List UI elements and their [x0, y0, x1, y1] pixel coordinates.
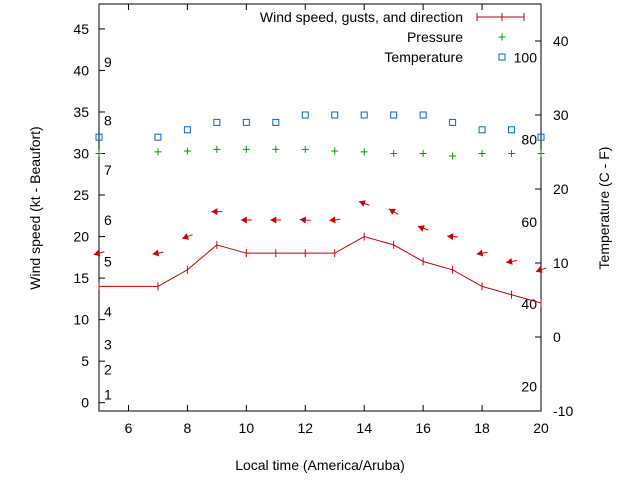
- pressure-point: [301, 145, 309, 153]
- beaufort-label: 1: [104, 386, 112, 402]
- fahrenheit-label: 100: [514, 49, 538, 65]
- pressure-point: [183, 147, 191, 155]
- y-tick-label-right: 20: [553, 181, 569, 197]
- pressure-point: [272, 145, 280, 153]
- x-tick-label: 12: [297, 420, 313, 436]
- wind-direction-arrow: [270, 216, 282, 224]
- wind-direction-arrow: [535, 266, 547, 273]
- y-tick-label-left: 10: [73, 312, 89, 328]
- pressure-point: [213, 145, 221, 153]
- x-tick-label: 16: [415, 420, 431, 436]
- x-tick-label: 8: [184, 420, 192, 436]
- y-tick-label-left: 25: [73, 187, 89, 203]
- legend: Wind speed, gusts, and direction Pressure…: [260, 9, 525, 65]
- temperature-point: [213, 118, 221, 126]
- beaufort-label: 4: [104, 303, 112, 319]
- fahrenheit-label: 40: [521, 296, 537, 312]
- temperature-point: [390, 111, 398, 119]
- wind-direction-arrow: [299, 216, 311, 224]
- fahrenheit-label: 80: [521, 132, 537, 148]
- y-axis-label-left: Wind speed (kt - Beaufort): [27, 126, 43, 289]
- beaufort-label: 8: [104, 112, 112, 128]
- y-axis-label-right: Temperature (C - F): [596, 147, 612, 270]
- pressure-point: [508, 150, 516, 158]
- x-tick-label: 14: [356, 420, 372, 436]
- beaufort-label: 9: [104, 54, 112, 70]
- pressure-point: [478, 150, 486, 158]
- wind-direction-arrow: [358, 200, 370, 207]
- legend-label: Wind speed, gusts, and direction: [260, 9, 463, 25]
- y-tick-label-right: -10: [553, 403, 573, 419]
- wind-direction-arrow: [152, 249, 164, 257]
- beaufort-label: 5: [104, 253, 112, 269]
- pressure-point: [154, 148, 162, 156]
- wind-direction-arrow: [447, 233, 459, 241]
- beaufort-label: 6: [104, 212, 112, 228]
- temperature-point: [183, 126, 191, 134]
- temperature-point: [95, 133, 103, 141]
- wind-direction-arrow: [506, 257, 518, 265]
- wind-direction-arrow: [329, 216, 341, 224]
- pressure-point: [95, 150, 103, 158]
- x-axis-label: Local time (America/Aruba): [235, 457, 405, 473]
- y-tick-label-right: 10: [553, 255, 569, 271]
- fahrenheit-label: 20: [521, 378, 537, 394]
- wind-direction-arrow: [93, 249, 105, 257]
- beaufort-label: 7: [104, 162, 112, 178]
- beaufort-label: 3: [104, 337, 112, 353]
- pressure-point: [242, 145, 250, 153]
- y-tick-label-right: 0: [553, 329, 561, 345]
- wind-direction-arrow: [476, 249, 488, 257]
- x-tick-label: 18: [474, 420, 490, 436]
- wind-direction-arrow: [388, 208, 399, 215]
- pressure-point: [449, 152, 457, 160]
- temperature-point: [449, 118, 457, 126]
- temperature-point: [242, 118, 250, 126]
- y-tick-label-left: 40: [73, 62, 89, 78]
- legend-label: Pressure: [407, 29, 463, 45]
- pressure-point: [419, 150, 427, 158]
- y-tick-label-left: 45: [73, 21, 89, 37]
- x-tick-label: 10: [239, 420, 255, 436]
- temperature-point: [301, 111, 309, 119]
- y-tick-label-left: 20: [73, 229, 89, 245]
- wind-speed-line: [99, 236, 542, 304]
- beaufort-label: 2: [104, 361, 112, 377]
- wind-direction-arrow: [240, 216, 252, 224]
- y-tick-label-right: 30: [553, 107, 569, 123]
- legend-label: Temperature: [384, 49, 463, 65]
- temperature-point: [537, 133, 545, 141]
- fahrenheit-label: 60: [521, 214, 537, 230]
- legend-marker: [498, 33, 506, 41]
- pressure-point: [360, 148, 368, 156]
- wind-direction-arrow: [182, 233, 193, 240]
- chart-series: [93, 111, 547, 308]
- temperature-point: [419, 111, 427, 119]
- y-tick-label-right: 40: [553, 33, 569, 49]
- temperature-point: [272, 118, 280, 126]
- y-tick-label-left: 35: [73, 104, 89, 120]
- pressure-point: [331, 147, 339, 155]
- pressure-point: [537, 150, 545, 158]
- y-tick-label-left: 15: [73, 270, 89, 286]
- y-tick-label-left: 0: [81, 395, 89, 411]
- axis-ticks: 6 8 10 12 14 16 18 20051015202530354045-1001020…: [73, 4, 573, 436]
- temperature-point: [478, 126, 486, 134]
- pressure-point: [390, 150, 398, 158]
- legend-marker: [498, 53, 506, 61]
- y-tick-label-left: 30: [73, 146, 89, 162]
- legend-marker: [476, 13, 525, 21]
- x-tick-label: 20: [533, 420, 549, 436]
- temperature-point: [154, 133, 162, 141]
- wind-direction-arrow: [417, 225, 429, 232]
- wind-direction-arrow: [211, 208, 223, 216]
- temperature-point: [360, 111, 368, 119]
- temperature-point: [331, 111, 339, 119]
- plot-frame: [98, 3, 542, 412]
- y-tick-label-left: 5: [81, 353, 89, 369]
- temperature-point: [508, 126, 516, 134]
- x-tick-label: 6: [125, 420, 133, 436]
